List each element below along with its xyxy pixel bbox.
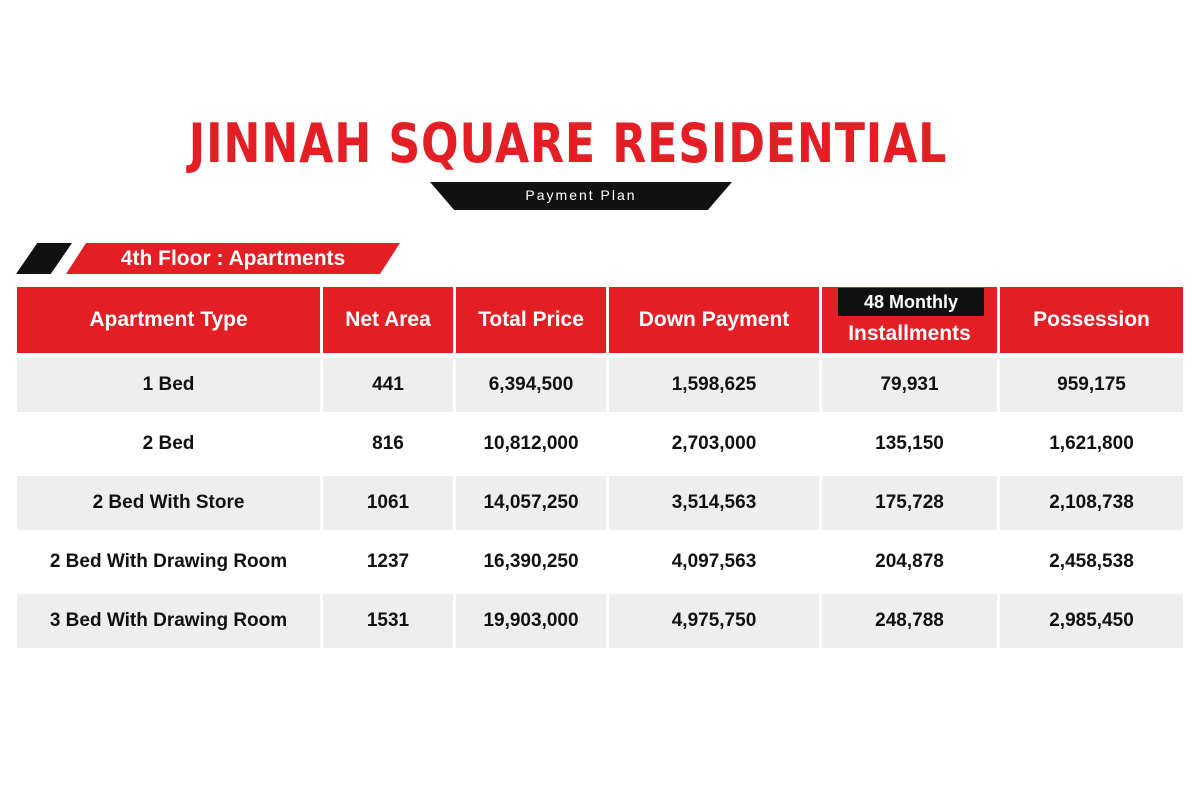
table-row: 2 Bed With Drawing Room 1237 16,390,250 …	[17, 535, 1183, 589]
cell-possession: 2,458,538	[1000, 535, 1183, 589]
cell-installment: 175,728	[822, 476, 997, 530]
cell-down-payment: 4,975,750	[609, 594, 819, 648]
installments-count-badge: 48 Monthly	[838, 288, 984, 316]
cell-total-price: 10,812,000	[456, 417, 606, 471]
col-header-installments: 48 Monthly Installments	[822, 287, 997, 353]
cell-possession: 1,621,800	[1000, 417, 1183, 471]
cell-possession: 2,985,450	[1000, 594, 1183, 648]
cell-total-price: 14,057,250	[456, 476, 606, 530]
cell-down-payment: 3,514,563	[609, 476, 819, 530]
cell-apartment-type: 2 Bed	[17, 417, 320, 471]
installments-label: Installments	[848, 322, 971, 345]
section-band	[66, 243, 400, 274]
table-row: 3 Bed With Drawing Room 1531 19,903,000 …	[17, 594, 1183, 648]
cell-installment: 204,878	[822, 535, 997, 589]
section-slash-decoration	[16, 243, 72, 274]
cell-installment: 135,150	[822, 417, 997, 471]
cell-total-price: 19,903,000	[456, 594, 606, 648]
cell-down-payment: 2,703,000	[609, 417, 819, 471]
cell-net-area: 441	[323, 358, 453, 412]
col-header-apartment-type: Apartment Type	[17, 287, 320, 353]
cell-net-area: 816	[323, 417, 453, 471]
cell-apartment-type: 1 Bed	[17, 358, 320, 412]
table-row: 1 Bed 441 6,394,500 1,598,625 79,931 959…	[17, 358, 1183, 412]
cell-down-payment: 1,598,625	[609, 358, 819, 412]
payment-plan-table: Apartment Type Net Area Total Price Down…	[14, 282, 1186, 653]
cell-total-price: 6,394,500	[456, 358, 606, 412]
cell-installment: 248,788	[822, 594, 997, 648]
table-row: 2 Bed 816 10,812,000 2,703,000 135,150 1…	[17, 417, 1183, 471]
subtitle-band	[430, 182, 732, 210]
table-row: 2 Bed With Store 1061 14,057,250 3,514,5…	[17, 476, 1183, 530]
cell-apartment-type: 3 Bed With Drawing Room	[17, 594, 320, 648]
cell-net-area: 1061	[323, 476, 453, 530]
cell-apartment-type: 2 Bed With Store	[17, 476, 320, 530]
page-subtitle: Payment Plan	[525, 187, 637, 203]
col-header-possession: Possession	[1000, 287, 1183, 353]
table-header-row: Apartment Type Net Area Total Price Down…	[17, 287, 1183, 353]
cell-net-area: 1237	[323, 535, 453, 589]
col-header-net-area: Net Area	[323, 287, 453, 353]
col-header-down-payment: Down Payment	[609, 287, 819, 353]
cell-total-price: 16,390,250	[456, 535, 606, 589]
cell-apartment-type: 2 Bed With Drawing Room	[17, 535, 320, 589]
cell-down-payment: 4,097,563	[609, 535, 819, 589]
cell-installment: 79,931	[822, 358, 997, 412]
section-label: 4th Floor : Apartments	[120, 247, 346, 270]
cell-possession: 2,108,738	[1000, 476, 1183, 530]
cell-possession: 959,175	[1000, 358, 1183, 412]
cell-net-area: 1531	[323, 594, 453, 648]
col-header-total-price: Total Price	[456, 287, 606, 353]
page-title: JINNAH SQUARE RESIDENTIAL	[188, 112, 948, 175]
